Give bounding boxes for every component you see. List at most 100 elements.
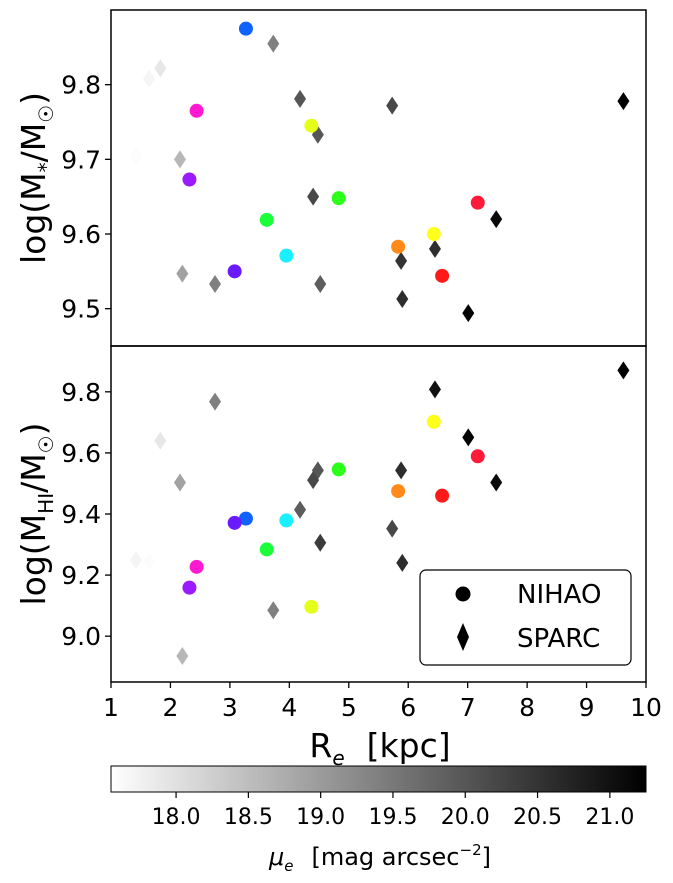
nihao-point <box>238 21 253 36</box>
sparc-point <box>386 519 399 538</box>
y-tick-label: 9.4 <box>61 500 101 529</box>
sparc-point <box>462 428 475 447</box>
bottom-panel: 9.09.29.49.69.8 1 2 3 4 5 6 7 8 9 10 log(MHI/M☉) … <box>14 345 662 722</box>
nihao-point <box>182 172 197 187</box>
sparc-point <box>307 471 320 490</box>
colorbar-tick-label: 21.0 <box>585 805 634 830</box>
y-tick-label: 9.8 <box>61 71 101 100</box>
sparc-point <box>176 647 189 666</box>
sparc-point <box>386 96 399 115</box>
sparc-point <box>490 210 503 229</box>
sparc-point <box>176 264 189 283</box>
bottom-y-axis-label: log(MHI/M☉) <box>14 423 58 606</box>
nihao-point <box>259 542 274 557</box>
bottom-panel-points <box>129 361 630 666</box>
nihao-point <box>391 239 406 254</box>
nihao-point <box>304 118 319 133</box>
x-tick-label: 5 <box>341 693 357 722</box>
sparc-point <box>154 59 167 78</box>
nihao-point <box>391 484 406 499</box>
sparc-point <box>294 500 307 519</box>
nihao-point <box>182 580 197 595</box>
y-tick-label: 9.0 <box>61 622 101 651</box>
top-panel: 9.5 9.6 9.7 9.8 log(M*/M☉) <box>14 9 647 347</box>
nihao-point <box>435 488 450 503</box>
nihao-point <box>279 513 294 528</box>
colorbar-tick-label: 20.5 <box>513 805 562 830</box>
sparc-point <box>307 187 320 206</box>
colorbar-label: μe [mag arcsec−2] <box>268 841 491 875</box>
nihao-point <box>331 462 346 477</box>
sparc-point <box>617 92 630 111</box>
x-tick-label: 6 <box>400 693 416 722</box>
colorbar-tick-label: 20.0 <box>441 805 490 830</box>
nihao-point <box>470 449 485 464</box>
sparc-point <box>267 34 280 53</box>
top-y-axis-label: log(M*/M☉) <box>14 92 58 264</box>
y-tick-label: 9.8 <box>61 378 101 407</box>
sparc-point <box>395 251 408 270</box>
nihao-point <box>331 191 346 206</box>
y-tick-label: 9.6 <box>61 439 101 468</box>
nihao-point <box>435 268 450 283</box>
nihao-point <box>227 515 242 530</box>
x-tick-label: 9 <box>579 693 595 722</box>
sparc-point <box>311 125 324 144</box>
top-panel-points <box>129 21 630 323</box>
sparc-point <box>617 361 630 380</box>
colorbar-tick-label: 19.0 <box>296 805 345 830</box>
nihao-point <box>279 248 294 263</box>
legend: NIHAO SPARC <box>419 569 632 666</box>
sparc-point <box>395 461 408 480</box>
x-tick-label: 2 <box>162 693 178 722</box>
sparc-point <box>396 289 409 308</box>
legend-nihao-label: NIHAO <box>517 580 601 610</box>
colorbar: 18.0 18.5 19.0 19.5 20.0 20.5 21.0 μe [mag arcs… <box>110 765 647 875</box>
colorbar-gradient <box>110 765 647 793</box>
sparc-point <box>314 275 327 294</box>
sparc-point <box>143 552 156 571</box>
top-panel-y-ticks: 9.5 9.6 9.7 9.8 <box>61 71 111 324</box>
x-tick-label: 10 <box>630 693 662 722</box>
colorbar-tick-label: 18.0 <box>152 805 201 830</box>
sparc-point <box>209 275 222 294</box>
nihao-point <box>426 227 441 241</box>
colorbar-tick-label: 19.5 <box>368 805 417 830</box>
sparc-point <box>173 473 186 492</box>
x-tick-label: 8 <box>519 693 535 722</box>
colorbar-ticks: 18.0 18.5 19.0 19.5 20.0 20.5 21.0 <box>152 792 634 830</box>
nihao-point <box>259 212 274 227</box>
bottom-panel-y-ticks: 9.0 9.2 9.4 9.6 9.8 <box>61 378 111 651</box>
legend-nihao-marker <box>455 586 471 602</box>
legend-box <box>419 569 632 666</box>
x-axis-label: Re [kpc] <box>309 726 450 770</box>
sparc-point <box>314 533 327 552</box>
sparc-point <box>294 89 307 108</box>
nihao-point <box>238 511 253 526</box>
sparc-point <box>173 150 186 169</box>
sparc-point <box>129 551 142 570</box>
sparc-point <box>490 473 503 492</box>
sparc-point <box>154 431 167 450</box>
y-tick-label: 9.7 <box>61 145 101 174</box>
sparc-point <box>428 239 441 258</box>
nihao-point <box>426 414 441 429</box>
nihao-point <box>470 195 485 210</box>
x-tick-label: 4 <box>281 693 297 722</box>
colorbar-tick-label: 18.5 <box>224 805 273 830</box>
nihao-point <box>189 559 204 574</box>
sparc-point <box>143 69 156 88</box>
sparc-point <box>129 146 142 165</box>
nihao-point <box>227 264 242 279</box>
x-tick-label: 7 <box>460 693 476 722</box>
x-axis-ticks: 1 2 3 4 5 6 7 8 9 10 <box>103 682 662 722</box>
sparc-point <box>267 601 280 620</box>
x-tick-label: 1 <box>103 693 119 722</box>
sparc-point <box>209 392 222 411</box>
x-tick-label: 3 <box>222 693 238 722</box>
sparc-point <box>396 553 409 572</box>
legend-sparc-label: SPARC <box>517 624 600 654</box>
nihao-point <box>189 103 204 118</box>
y-tick-label: 9.5 <box>61 295 101 324</box>
